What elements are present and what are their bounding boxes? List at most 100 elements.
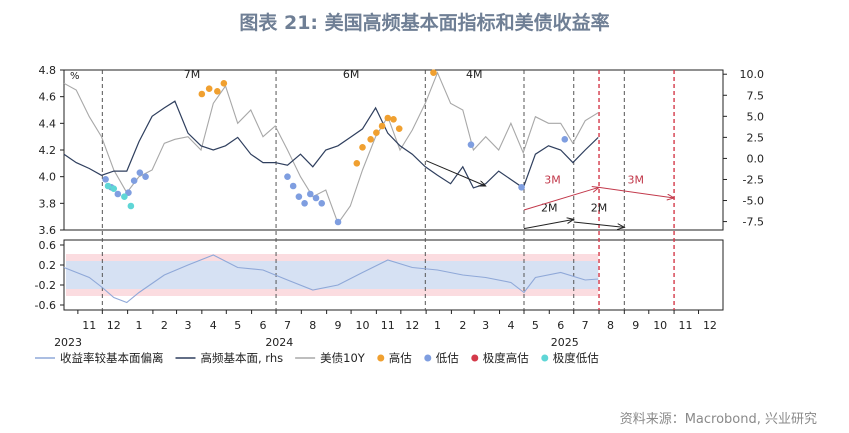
y-left-tick-label: 4.0	[39, 171, 57, 184]
x-month-label: 11	[678, 319, 692, 332]
legend-label: 美债10Y	[320, 351, 366, 365]
legend-label: 收益率较基本面偏离	[60, 351, 164, 365]
x-month-label: 10	[653, 319, 667, 332]
low-marker	[518, 184, 525, 191]
low-marker	[102, 176, 109, 183]
period-annotation: 2M	[591, 201, 608, 214]
low-marker	[561, 136, 569, 143]
high-marker	[384, 114, 392, 122]
low-marker	[301, 200, 308, 207]
legend-label: 高频基本面, rhs	[201, 351, 284, 365]
low-marker	[284, 173, 291, 180]
bottom-plot-frame	[63, 239, 724, 311]
low-marker	[307, 190, 314, 198]
y-right-tick-label: 7.5	[747, 89, 765, 102]
x-month-label: 5	[532, 319, 539, 332]
low-marker	[114, 190, 122, 198]
low-marker	[312, 194, 320, 202]
y-bottom-tick-label: 0.6	[39, 239, 57, 252]
low-marker	[142, 173, 149, 180]
low-marker	[334, 218, 342, 226]
low-marker	[295, 193, 303, 200]
x-month-label: 9	[335, 319, 342, 332]
y-left-tick-label: 4.4	[39, 117, 57, 130]
extreme-low-marker	[121, 193, 128, 200]
x-year-label: 2024	[265, 336, 293, 349]
x-year-label: 2025	[551, 336, 579, 349]
us10y-line	[63, 71, 599, 225]
x-month-label: 8	[607, 319, 614, 332]
x-month-label: 1	[434, 319, 441, 332]
y-left-tick-label: 4.2	[39, 144, 57, 157]
high-marker	[373, 129, 380, 136]
x-month-label: 9	[632, 319, 639, 332]
legend-label: 极度低估	[553, 351, 599, 365]
legend-swatch-dot	[541, 354, 549, 362]
high-marker	[205, 85, 213, 92]
extreme-low-marker	[104, 182, 112, 190]
fundamental-line	[63, 100, 599, 189]
y-right-tick-label: -2.5	[743, 173, 764, 186]
legend-swatch-dot	[424, 354, 432, 362]
x-month-label: 2	[161, 319, 168, 332]
arrow-black	[523, 219, 574, 230]
x-month-label: 5	[234, 319, 241, 332]
high-marker	[214, 88, 221, 95]
legend-label: 极度高估	[483, 351, 529, 365]
x-month-label: 12	[703, 319, 717, 332]
period-annotation: 4M	[466, 68, 483, 81]
y-left-tick-label: 4.8	[39, 64, 57, 77]
x-month-label: 4	[210, 319, 217, 332]
legend-swatch-dot	[377, 354, 385, 362]
high-marker	[353, 160, 361, 167]
high-marker	[395, 125, 403, 132]
deviation-line	[63, 254, 599, 304]
x-month-label: 11	[82, 319, 96, 332]
x-month-label: 12	[107, 319, 121, 332]
legend-label: 低估	[436, 351, 459, 365]
y-right-tick-label: -7.5	[743, 216, 764, 229]
high-marker	[390, 116, 397, 123]
period-annotation: 6M	[343, 68, 360, 81]
x-month-label: 3	[184, 319, 191, 332]
low-marker	[467, 141, 475, 148]
period-annotation: 7M	[184, 68, 201, 81]
low-marker	[136, 169, 144, 176]
y-right-tick-label: -5.0	[743, 195, 764, 208]
high-marker	[378, 122, 386, 130]
high-marker	[430, 69, 437, 76]
x-month-label: 10	[356, 319, 370, 332]
arrow-black	[573, 221, 625, 227]
y-left-tick-label: 3.8	[39, 197, 57, 210]
arrow-red	[598, 186, 674, 198]
x-month-label: 7	[284, 319, 291, 332]
extreme-low-marker	[127, 202, 135, 210]
y-left-tick-label: 3.6	[39, 224, 57, 237]
y-bottom-tick-label: -0.2	[35, 279, 56, 292]
high-marker	[220, 80, 228, 87]
period-annotation: 2M	[541, 201, 558, 214]
x-month-label: 6	[557, 319, 564, 332]
low-marker	[130, 177, 138, 184]
period-annotation: 3M	[544, 173, 561, 186]
x-year-label: 2023	[54, 336, 82, 349]
legend-label: 高估	[389, 351, 412, 365]
x-month-label: 7	[582, 319, 589, 332]
x-month-label: 1	[136, 319, 143, 332]
x-month-label: 11	[381, 319, 395, 332]
period-annotation: 3M	[627, 173, 644, 186]
x-month-label: 2	[459, 319, 466, 332]
deviation-inner-band	[66, 261, 599, 289]
x-month-label: 12	[405, 319, 419, 332]
y-right-tick-label: 5.0	[747, 110, 765, 123]
high-marker	[367, 136, 374, 143]
y-left-unit: %	[70, 71, 80, 82]
x-month-label: 4	[507, 319, 514, 332]
legend-swatch-dot	[471, 354, 479, 362]
high-marker	[198, 90, 206, 98]
y-right-tick-label: 0.0	[747, 152, 765, 165]
y-right-tick-label: 2.5	[747, 131, 765, 144]
low-marker	[125, 189, 132, 196]
chart-svg: 3.6 3.8 4.0 4.2 4.4 4.6 4.8 % -7.5 -5.0 -2.5 0.0 2.5…	[35, 64, 765, 365]
x-month-label: 6	[260, 319, 267, 332]
